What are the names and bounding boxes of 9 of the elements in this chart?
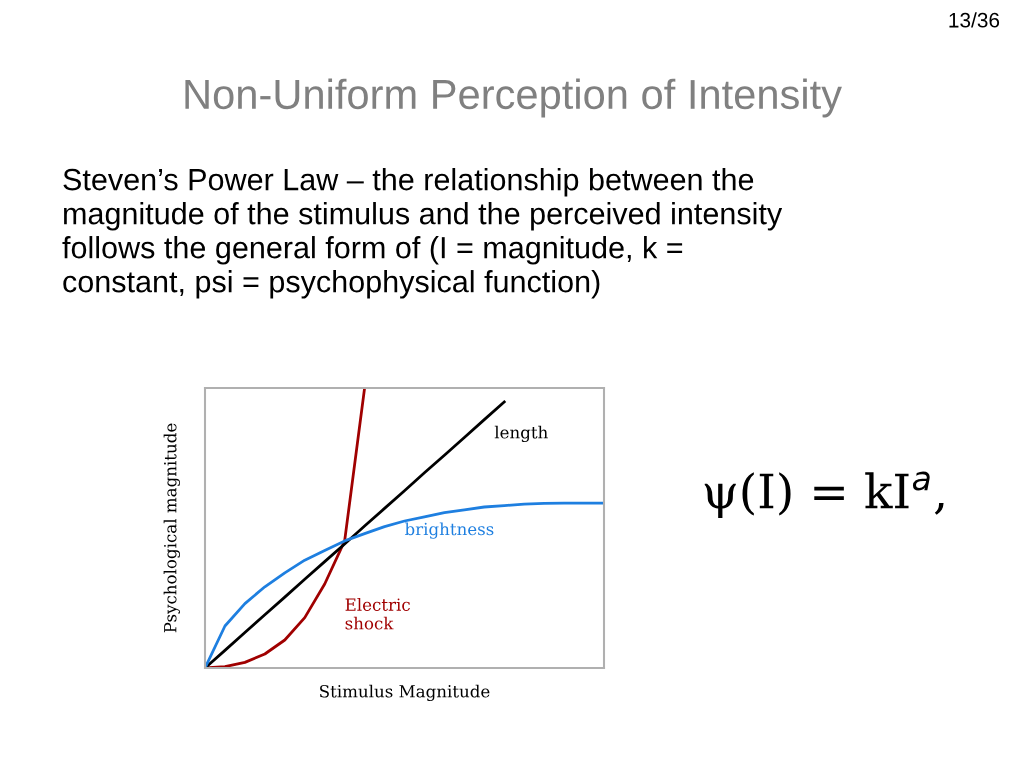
text: 13/36 bbox=[949, 12, 1000, 28]
x-axis-title: Stimulus Magnitude bbox=[320, 684, 490, 702]
y-axis-title: Psychological magnitude bbox=[163, 423, 180, 633]
series-label: length bbox=[494, 425, 548, 443]
series-label: Electric shock bbox=[345, 598, 410, 630]
text: ψ(I) = kI$^{a}$, bbox=[704, 471, 944, 519]
chart-title: Non-Uniform Perception of Intensity bbox=[185, 78, 842, 118]
chart-subtitle: Steven’s Power Law – the relationship between the magnitude of the stimulus and the perceived intensity follows the general form of (I = magnitude, k = constant, psi = psychophysical function) bbox=[62, 168, 783, 299]
series-label: brightness bbox=[404, 522, 494, 539]
